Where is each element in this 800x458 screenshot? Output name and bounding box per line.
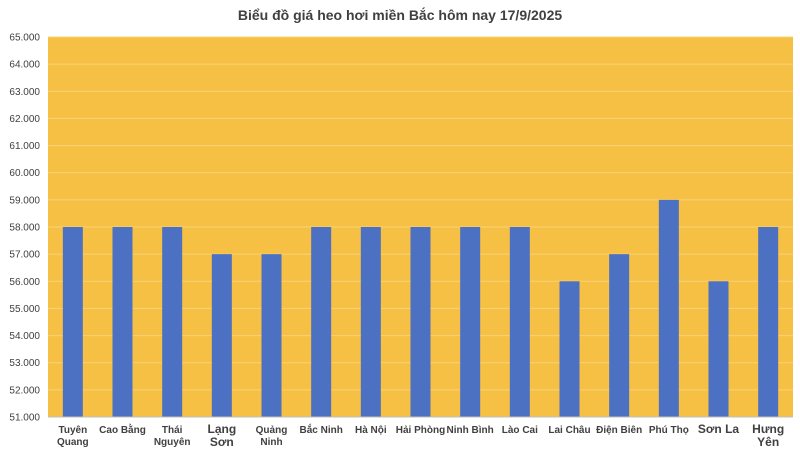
y-axis-ticks: 51.000 52.000 53.000 54.000 55.000 56.000 57.0…: [9, 33, 40, 424]
bar: [708, 281, 729, 417]
x-tick-label: Hà Nội: [355, 425, 387, 436]
bar: [410, 227, 431, 417]
x-tick-label-line: Phú Thọ: [649, 425, 689, 436]
x-tick-label: Lai Châu: [548, 425, 590, 436]
x-tick-label-line: Cao Bằng: [99, 423, 146, 436]
y-tick-label: 60.000: [9, 168, 40, 179]
x-axis-ticks: Tuyên Quang Cao Bằng Thái Nguyên Lạng Sơn Quảng…: [57, 422, 784, 449]
y-tick-label: 56.000: [9, 277, 40, 288]
bar: [509, 227, 530, 417]
bar: [460, 227, 481, 417]
x-tick-label-line: Yên: [757, 435, 779, 449]
x-tick-label-line: Bắc Ninh: [299, 423, 342, 436]
x-tick-label: Tuyên Quang: [57, 425, 89, 448]
bar: [311, 227, 332, 417]
x-tick-label-line: Hà Nội: [355, 425, 387, 436]
x-tick-label-line: Sơn La: [698, 422, 740, 436]
x-tick-label-line: Lào Cai: [502, 425, 538, 436]
y-tick-label: 51.000: [9, 413, 40, 424]
x-tick-label: Lạng Sơn: [207, 422, 236, 449]
x-tick-label-line: Nguyên: [154, 437, 191, 448]
x-tick-label-line: Quang: [57, 437, 89, 448]
x-tick-label-line: Lai Châu: [548, 425, 590, 436]
x-tick-label: Thái Nguyên: [154, 425, 191, 448]
x-tick-label-line: Ninh: [260, 437, 282, 448]
bar: [609, 254, 630, 417]
chart-title: Biểu đồ giá heo hơi miền Bắc hôm nay 17/…: [238, 6, 562, 23]
x-tick-label: Quảng Ninh: [256, 425, 288, 448]
y-tick-label: 61.000: [9, 141, 40, 152]
x-tick-label-line: Tuyên: [58, 425, 87, 436]
x-tick-label: Sơn La: [698, 422, 740, 436]
x-tick-label: Lào Cai: [502, 425, 538, 436]
bar: [162, 227, 183, 417]
bar: [62, 227, 83, 417]
bar: [211, 254, 232, 417]
x-tick-label: Hải Phòng: [396, 425, 445, 436]
y-tick-label: 63.000: [9, 87, 40, 98]
y-tick-label: 62.000: [9, 114, 40, 125]
bars: [62, 199, 779, 417]
x-tick-label: Hưng Yên: [752, 422, 784, 449]
x-tick-label: Bắc Ninh: [299, 423, 342, 436]
x-tick-label: Ninh Bình: [447, 425, 494, 436]
y-tick-label: 54.000: [9, 331, 40, 342]
bar: [360, 227, 381, 417]
x-tick-label: Điện Biên: [596, 425, 642, 436]
x-tick-label-line: Hải Phòng: [396, 425, 445, 436]
y-tick-label: 52.000: [9, 385, 40, 396]
y-tick-label: 65.000: [9, 33, 40, 44]
x-tick-label: Cao Bằng: [99, 423, 146, 436]
x-tick-label-line: Lạng: [207, 422, 236, 436]
x-tick-label-line: Hưng: [752, 422, 784, 436]
x-tick-label-line: Quảng: [256, 425, 288, 436]
y-tick-label: 59.000: [9, 195, 40, 206]
bar: [559, 281, 580, 417]
x-tick-label: Phú Thọ: [649, 425, 689, 436]
y-tick-label: 53.000: [9, 358, 40, 369]
x-tick-label-line: Điện Biên: [596, 425, 642, 436]
x-tick-label-line: Thái: [162, 425, 183, 436]
bar: [658, 199, 679, 417]
bar: [758, 227, 779, 417]
x-tick-label-line: Ninh Bình: [447, 425, 494, 436]
y-tick-label: 55.000: [9, 304, 40, 315]
y-tick-label: 57.000: [9, 250, 40, 261]
bar: [112, 227, 133, 417]
bar: [261, 254, 282, 417]
y-tick-label: 58.000: [9, 223, 40, 234]
y-tick-label: 64.000: [9, 60, 40, 71]
x-tick-label-line: Sơn: [210, 435, 234, 449]
